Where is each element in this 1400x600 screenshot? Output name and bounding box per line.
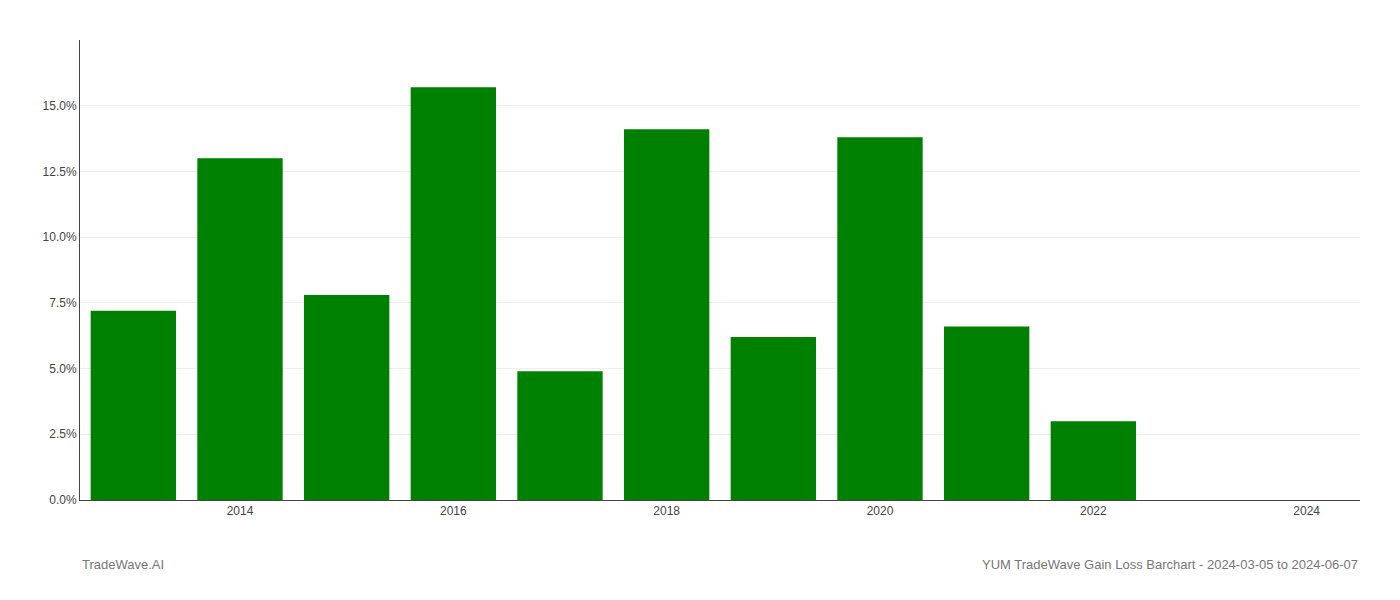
svg-text:15.0%: 15.0%	[43, 99, 77, 113]
svg-text:2018: 2018	[653, 504, 680, 518]
svg-text:12.5%: 12.5%	[43, 165, 77, 179]
svg-text:10.0%: 10.0%	[43, 230, 77, 244]
svg-text:5.0%: 5.0%	[49, 362, 77, 376]
svg-text:0.0%: 0.0%	[49, 493, 77, 507]
svg-text:2024: 2024	[1293, 504, 1320, 518]
svg-text:7.5%: 7.5%	[49, 296, 77, 310]
svg-text:TradeWave.AI: TradeWave.AI	[82, 557, 164, 572]
svg-text:YUM TradeWave Gain Loss Barcha: YUM TradeWave Gain Loss Barchart - 2024-…	[982, 557, 1358, 572]
svg-text:2016: 2016	[440, 504, 467, 518]
svg-text:2014: 2014	[227, 504, 254, 518]
svg-text:2020: 2020	[867, 504, 894, 518]
svg-text:2022: 2022	[1080, 504, 1107, 518]
svg-text:2.5%: 2.5%	[49, 427, 77, 441]
